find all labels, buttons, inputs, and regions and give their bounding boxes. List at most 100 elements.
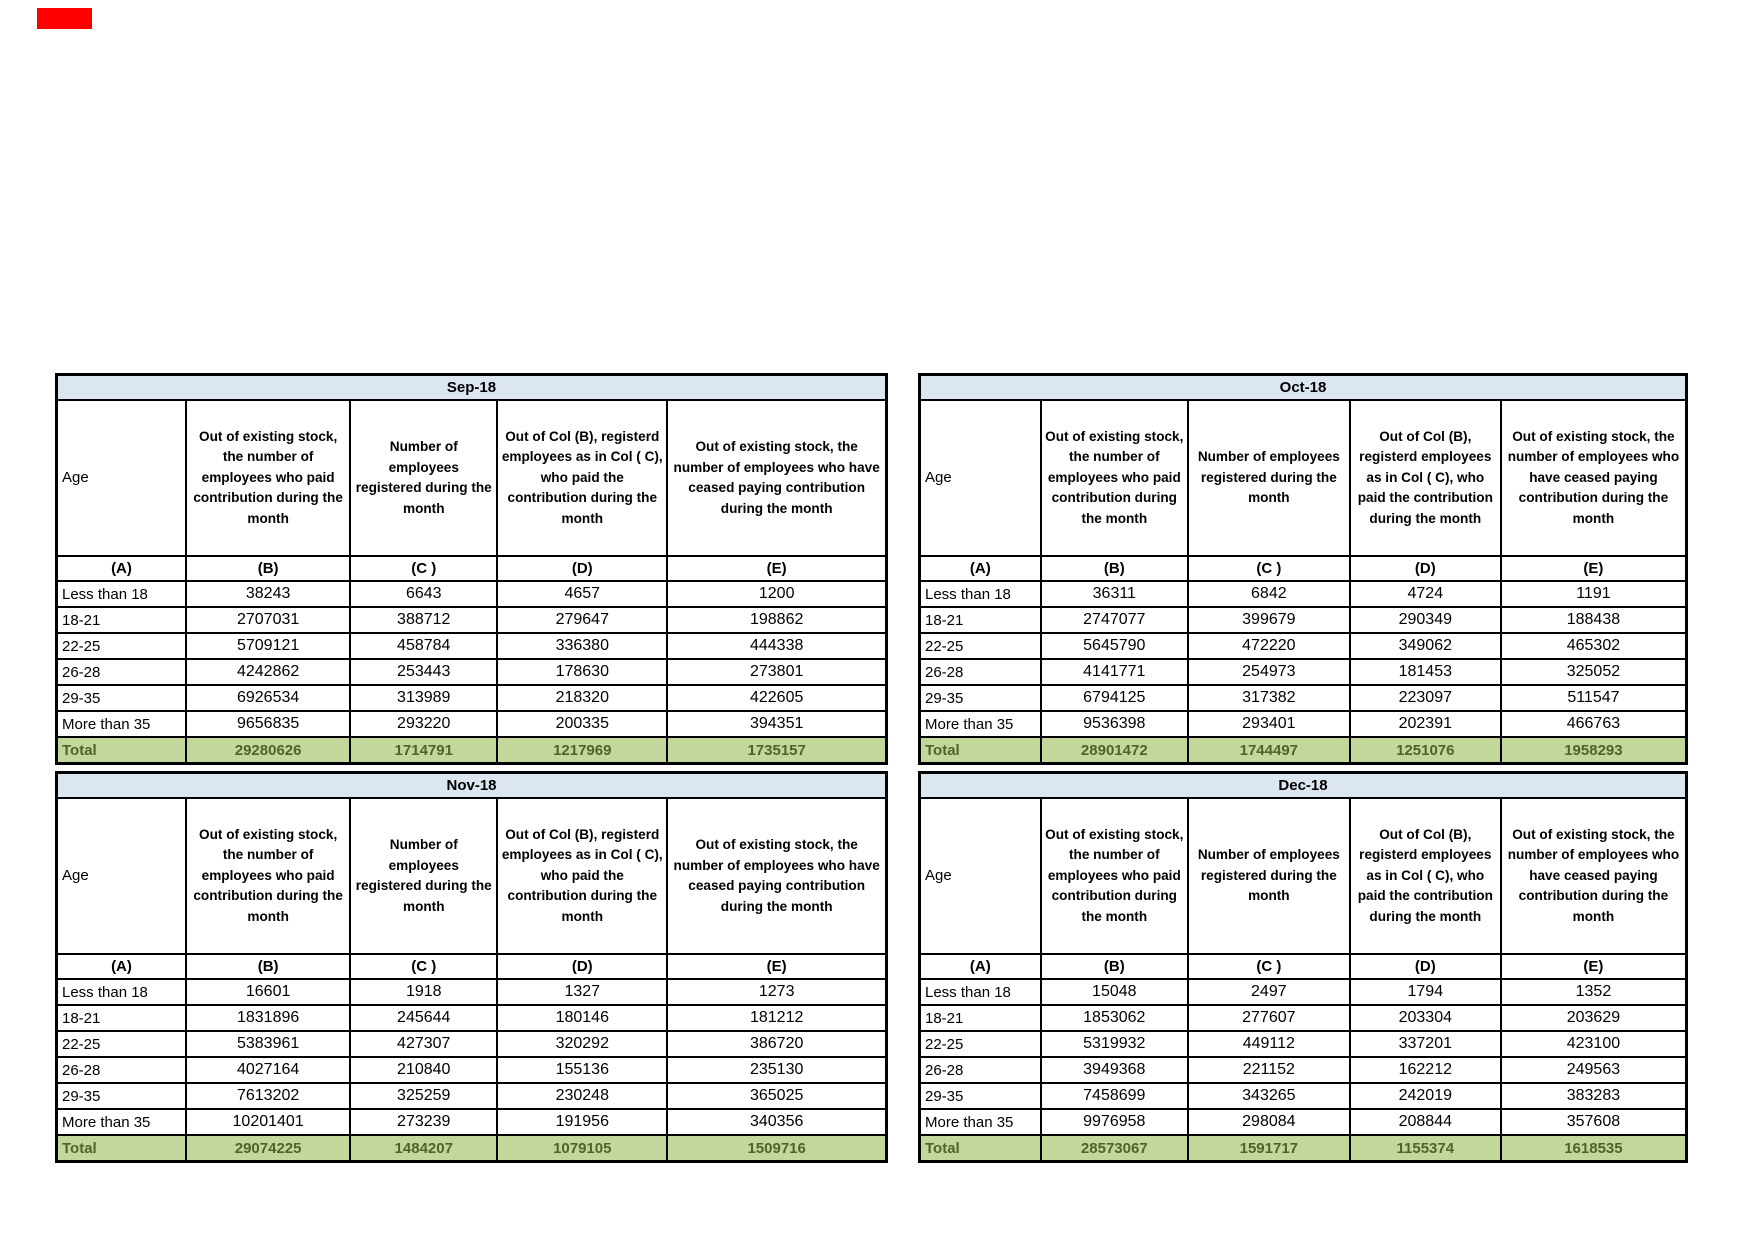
value-cell: 245644 (349, 1004, 499, 1032)
column-letter: (B) (184, 555, 352, 582)
column-letter: (A) (55, 555, 187, 582)
value-cell: 210840 (349, 1056, 499, 1084)
table-row: 18-21 2707031 388712 279647 198862 (55, 606, 888, 634)
column-letter: (C ) (1186, 953, 1351, 980)
value-cell: 325259 (349, 1082, 499, 1110)
age-label: 29-35 (918, 1082, 1042, 1110)
column-letter: (D) (496, 953, 669, 980)
table-row: Less than 18 15048 2497 1794 1352 (918, 978, 1688, 1006)
value-cell: 313989 (349, 684, 499, 712)
value-cell: 317382 (1186, 684, 1351, 712)
value-cell: 511547 (1499, 684, 1688, 712)
red-marker (37, 8, 92, 29)
value-cell: 277607 (1186, 1004, 1351, 1032)
value-cell: 399679 (1186, 606, 1351, 634)
col-b-header: Out of existing stock, the number of emp… (1039, 797, 1189, 955)
value-cell: 218320 (496, 684, 669, 712)
value-cell: 1352 (1499, 978, 1688, 1006)
value-cell: 298084 (1186, 1108, 1351, 1136)
value-cell: 383283 (1499, 1082, 1688, 1110)
age-label: 18-21 (918, 1004, 1042, 1032)
total-value: 1618535 (1499, 1134, 1688, 1163)
age-label: 22-25 (918, 632, 1042, 660)
column-letter: (D) (496, 555, 669, 582)
value-cell: 273801 (666, 658, 888, 686)
value-cell: 242019 (1348, 1082, 1502, 1110)
total-value: 1509716 (666, 1134, 888, 1163)
col-b-header: Out of existing stock, the number of emp… (184, 399, 352, 557)
value-cell: 423100 (1499, 1030, 1688, 1058)
value-cell: 5645790 (1039, 632, 1189, 660)
col-c-header: Number of employees registered during th… (1186, 399, 1351, 557)
total-value: 1744497 (1186, 736, 1351, 765)
value-cell: 394351 (666, 710, 888, 738)
value-cell: 472220 (1186, 632, 1351, 660)
value-cell: 2497 (1186, 978, 1351, 1006)
value-cell: 6926534 (184, 684, 352, 712)
total-value: 1251076 (1348, 736, 1502, 765)
value-cell: 1918 (349, 978, 499, 1006)
value-cell: 162212 (1348, 1056, 1502, 1084)
total-value: 1735157 (666, 736, 888, 765)
total-label: Total (918, 1134, 1042, 1163)
value-cell: 388712 (349, 606, 499, 634)
month-title: Dec-18 (918, 771, 1688, 799)
total-value: 1155374 (1348, 1134, 1502, 1163)
age-label: 26-28 (918, 658, 1042, 686)
value-cell: 293220 (349, 710, 499, 738)
value-cell: 10201401 (184, 1108, 352, 1136)
value-cell: 340356 (666, 1108, 888, 1136)
column-header-row: Age Out of existing stock, the number of… (918, 797, 1688, 955)
value-cell: 357608 (1499, 1108, 1688, 1136)
age-label: 22-25 (55, 1030, 187, 1058)
value-cell: 9976958 (1039, 1108, 1189, 1136)
table-row: More than 35 10201401 273239 191956 340356 (55, 1108, 888, 1136)
column-letter: (C ) (1186, 555, 1351, 582)
value-cell: 1853062 (1039, 1004, 1189, 1032)
age-label: Less than 18 (918, 580, 1042, 608)
age-column-header: Age (918, 399, 1042, 557)
total-label: Total (55, 1134, 187, 1163)
value-cell: 7613202 (184, 1082, 352, 1110)
column-letter: (D) (1348, 555, 1502, 582)
value-cell: 336380 (496, 632, 669, 660)
total-value: 1079105 (496, 1134, 669, 1163)
value-cell: 1831896 (184, 1004, 352, 1032)
value-cell: 5319932 (1039, 1030, 1189, 1058)
column-letter: (E) (666, 953, 888, 980)
value-cell: 1191 (1499, 580, 1688, 608)
value-cell: 466763 (1499, 710, 1688, 738)
total-row: Total 29280626 1714791 1217969 1735157 (55, 736, 888, 765)
column-header-row: Age Out of existing stock, the number of… (55, 797, 888, 955)
value-cell: 2707031 (184, 606, 352, 634)
value-cell: 4242862 (184, 658, 352, 686)
value-cell: 38243 (184, 580, 352, 608)
column-letter-row: (A) (B) (C ) (D) (E) (55, 555, 888, 582)
value-cell: 203304 (1348, 1004, 1502, 1032)
age-column-header: Age (918, 797, 1042, 955)
table-row: 29-35 6794125 317382 223097 511547 (918, 684, 1688, 712)
age-label: 26-28 (55, 658, 187, 686)
table-row: More than 35 9976958 298084 208844 357608 (918, 1108, 1688, 1136)
col-c-header: Number of employees registered during th… (349, 797, 499, 955)
value-cell: 223097 (1348, 684, 1502, 712)
value-cell: 1794 (1348, 978, 1502, 1006)
month-title: Sep-18 (55, 373, 888, 401)
table-row: 26-28 4141771 254973 181453 325052 (918, 658, 1688, 686)
table-row: 18-21 1853062 277607 203304 203629 (918, 1004, 1688, 1032)
value-cell: 4657 (496, 580, 669, 608)
value-cell: 449112 (1186, 1030, 1351, 1058)
value-cell: 4724 (1348, 580, 1502, 608)
value-cell: 6842 (1186, 580, 1351, 608)
age-label: 18-21 (55, 606, 187, 634)
total-value: 1484207 (349, 1134, 499, 1163)
value-cell: 6794125 (1039, 684, 1189, 712)
table-row: 22-25 5645790 472220 349062 465302 (918, 632, 1688, 660)
col-e-header: Out of existing stock, the number of emp… (666, 399, 888, 557)
table-row: More than 35 9656835 293220 200335 394351 (55, 710, 888, 738)
column-header-row: Age Out of existing stock, the number of… (918, 399, 1688, 557)
age-label: 18-21 (918, 606, 1042, 634)
value-cell: 337201 (1348, 1030, 1502, 1058)
value-cell: 9536398 (1039, 710, 1189, 738)
table-dec-18: Dec-18 Age Out of existing stock, the nu… (918, 771, 1688, 1163)
